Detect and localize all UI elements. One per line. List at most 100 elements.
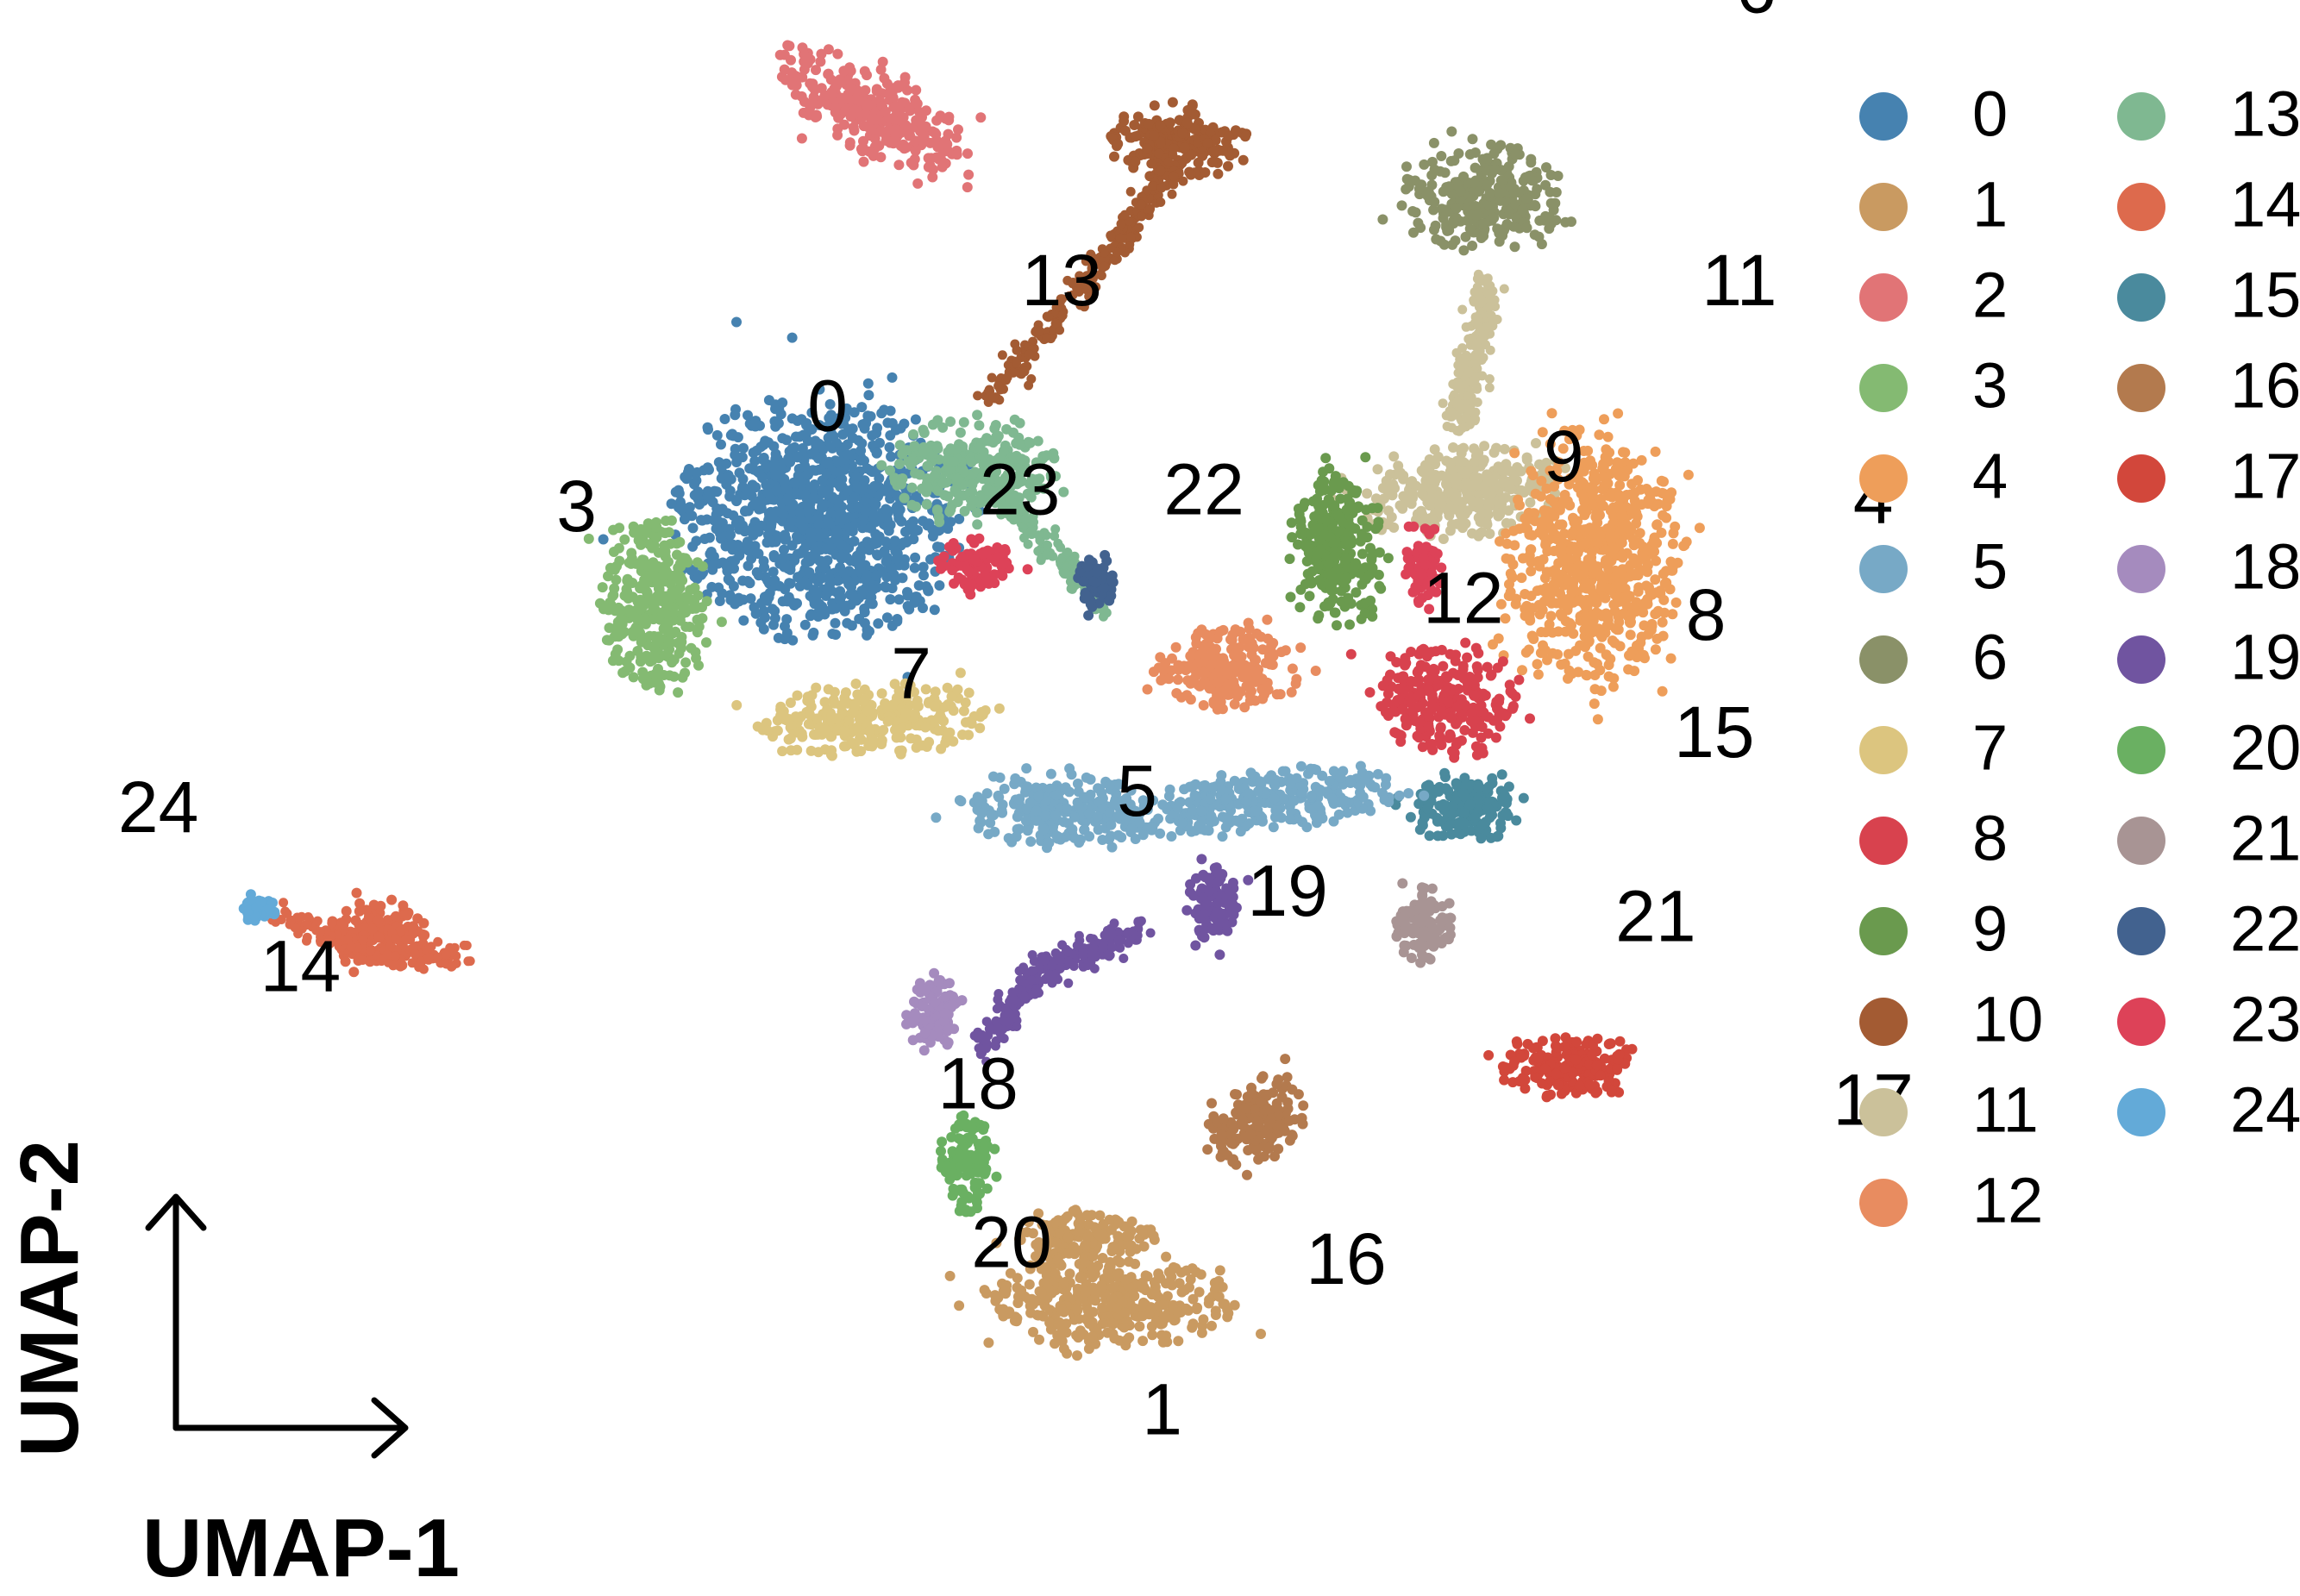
cluster-18-points [901,967,968,1056]
cluster-label-1: 1 [1142,1369,1182,1450]
legend-swatch-13 [2117,92,2165,141]
cluster-7-points [731,667,1005,761]
cluster-label-20: 20 [971,1202,1051,1283]
legend-label-21: 21 [2230,803,2300,874]
cluster-label-23: 23 [980,449,1060,530]
legend-swatch-7 [1859,726,1908,774]
legend-swatch-15 [2117,273,2165,322]
cluster-label-12: 12 [1423,558,1503,639]
legend-swatch-1 [1859,183,1908,231]
legend-swatch-18 [2117,545,2165,593]
legend-label-9: 9 [1972,893,2008,965]
legend-label-15: 15 [2230,260,2300,331]
y-axis-label: UMAP-2 [3,1140,96,1457]
cluster-1-points [944,1205,1266,1361]
legend-swatch-12 [1859,1179,1908,1227]
legend-label-23: 23 [2230,984,2300,1055]
legend-label-20: 20 [2230,712,2300,784]
legend-swatch-4 [1859,454,1908,503]
cluster-label-19: 19 [1247,850,1327,931]
legend-label-14: 14 [2230,169,2300,241]
cluster-label-13: 13 [1021,240,1101,321]
legend-swatch-0 [1859,92,1908,141]
x-axis-label: UMAP-1 [142,1502,460,1594]
cluster-4-points [1488,408,1705,725]
cluster-label-24: 24 [118,767,198,848]
cluster-label-21: 21 [1615,875,1695,956]
cluster-24-points [238,889,280,926]
cluster-22-points [1073,549,1119,621]
legend-label-18: 18 [2230,531,2300,603]
legend-swatch-6 [1859,635,1908,684]
legend-label-22: 22 [2230,893,2300,965]
cluster-0-points [598,316,986,683]
scatter-points [238,40,1705,1361]
cluster-15-points [1390,767,1529,844]
legend-label-2: 2 [1972,260,2008,331]
cluster-3-points [583,515,727,698]
cluster-23-points [933,521,1447,615]
cluster-label-7: 7 [891,633,931,714]
legend-label-3: 3 [1972,350,2008,422]
cluster-label-8: 8 [1686,574,1727,655]
cluster-8-points [1345,637,1535,763]
legend-label-0: 0 [1972,78,2008,150]
legend-label-12: 12 [1972,1165,2043,1236]
legend-label-1: 1 [1972,169,2008,241]
legend-swatch-16 [2117,364,2165,412]
cluster-label-16: 16 [1306,1218,1386,1299]
legend-swatch-10 [1859,998,1908,1046]
legend-label-7: 7 [1972,712,2008,784]
legend-label-24: 24 [2230,1074,2300,1146]
legend-label-4: 4 [1972,441,2008,512]
cluster-9-points [1284,452,1394,631]
cluster-16-points [1202,1054,1309,1180]
cluster-12-points [1142,614,1321,715]
legend-swatch-2 [1859,273,1908,322]
axis-indicator: UMAP-1 UMAP-2 [3,1140,460,1594]
legend-swatch-9 [1859,907,1908,955]
legend-label-13: 13 [2230,78,2300,150]
cluster-19-points [969,854,1254,1067]
legend-swatch-21 [2117,817,2165,865]
legend-label-5: 5 [1972,531,2008,603]
cluster-10-points [973,97,1252,407]
legend-swatch-24 [2117,1088,2165,1136]
cluster-label-11: 11 [1701,240,1777,321]
legend-label-8: 8 [1972,803,2008,874]
legend-swatch-23 [2117,998,2165,1046]
legend-swatch-17 [2117,454,2165,503]
cluster-label-15: 15 [1674,692,1754,773]
cluster-label-14: 14 [260,925,341,1006]
legend-swatch-20 [2117,726,2165,774]
cluster-label-18: 18 [937,1042,1018,1123]
x-axis-arrow [172,1397,409,1459]
legend-swatch-3 [1859,364,1908,412]
legend-label-11: 11 [1972,1074,2039,1146]
legend-label-17: 17 [2230,441,2300,512]
legend-swatch-5 [1859,545,1908,593]
cluster-label-9: 9 [1544,416,1584,497]
legend-label-16: 16 [2230,350,2300,422]
cluster-21-points [1391,878,1457,968]
legend-swatch-22 [2117,907,2165,955]
legend-label-10: 10 [1972,984,2043,1055]
y-axis-arrow [145,1193,207,1431]
legend-swatch-11 [1859,1088,1908,1136]
cluster-label-6: 6 [1736,0,1777,28]
legend-swatch-14 [2117,183,2165,231]
cluster-label-5: 5 [1117,750,1157,831]
cluster-6-points [1377,126,1576,256]
legend-label-6: 6 [1972,622,2008,693]
cluster-17-points [1483,1032,1638,1103]
legend-swatch-19 [2117,635,2165,684]
cluster-2-points [774,40,987,193]
cluster-11-points [1327,269,1570,544]
cluster-label-22: 22 [1163,449,1244,530]
cluster-label-0: 0 [807,366,848,447]
legend-label-19: 19 [2230,622,2300,693]
cluster-20-points [936,1110,1002,1217]
cluster-5-points [931,760,1430,854]
